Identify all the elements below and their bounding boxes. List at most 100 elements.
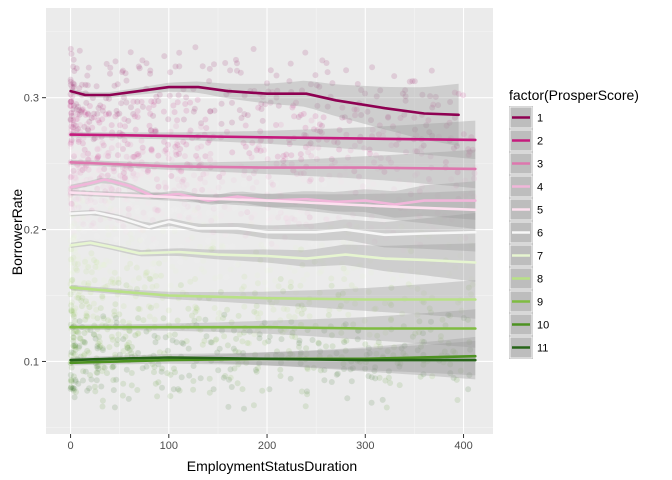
scatter-point	[383, 404, 390, 411]
scatter-point	[259, 93, 266, 100]
scatter-point	[154, 207, 161, 214]
scatter-point	[212, 215, 219, 221]
scatter-point	[198, 143, 205, 150]
scatter-point	[202, 116, 209, 123]
scatter-point	[300, 305, 307, 312]
scatter-point	[329, 343, 336, 350]
scatter-point	[353, 223, 360, 230]
scatter-point	[408, 283, 415, 289]
scatter-point	[409, 333, 416, 340]
scatter-point	[328, 332, 335, 339]
scatter-point	[145, 105, 152, 112]
scatter-point	[334, 139, 341, 146]
scatter-point	[258, 241, 265, 248]
scatter-point	[267, 266, 274, 273]
scatter-point	[183, 141, 190, 148]
scatter-point	[172, 254, 179, 261]
scatter-point	[67, 196, 74, 203]
scatter-point	[241, 168, 248, 175]
scatter-point	[151, 206, 158, 213]
scatter-point	[262, 101, 269, 108]
scatter-point	[308, 153, 315, 159]
scatter-point	[128, 344, 135, 350]
scatter-point	[173, 339, 180, 346]
scatter-point	[255, 104, 262, 111]
scatter-point	[217, 273, 223, 280]
scatter-point	[270, 181, 276, 188]
scatter-point	[401, 342, 408, 349]
scatter-point	[345, 311, 352, 318]
scatter-point	[84, 282, 91, 289]
scatter-point	[215, 184, 222, 191]
scatter-point	[412, 148, 419, 154]
scatter-point	[417, 241, 424, 248]
scatter-point	[208, 229, 215, 236]
scatter-point	[310, 251, 317, 258]
scatter-point	[454, 169, 461, 176]
scatter-point	[350, 264, 357, 271]
scatter-point	[413, 132, 420, 139]
scatter-point	[72, 234, 79, 241]
scatter-point	[261, 241, 268, 248]
scatter-point	[111, 404, 118, 411]
scatter-point	[93, 363, 100, 370]
scatter-point	[451, 114, 458, 121]
scatter-point	[120, 348, 127, 354]
scatter-point	[173, 123, 180, 130]
scatter-point	[420, 330, 426, 337]
scatter-point	[67, 103, 74, 110]
scatter-point	[451, 184, 458, 191]
scatter-point	[238, 286, 245, 293]
scatter-point	[291, 216, 298, 223]
scatter-point	[146, 173, 153, 180]
scatter-point	[111, 312, 118, 319]
scatter-point	[302, 144, 309, 150]
scatter-point	[116, 110, 123, 117]
scatter-point	[268, 300, 275, 307]
scatter-point	[95, 167, 102, 174]
scatter-point	[69, 238, 76, 245]
scatter-point	[206, 137, 213, 144]
scatter-point	[279, 329, 286, 336]
scatter-point	[73, 65, 80, 72]
scatter-point	[102, 111, 109, 118]
scatter-point	[101, 197, 108, 204]
scatter-point	[134, 195, 140, 202]
scatter-point	[106, 344, 113, 351]
scatter-point	[329, 80, 336, 87]
scatter-point	[460, 92, 467, 99]
scatter-point	[339, 290, 346, 297]
scatter-point	[72, 343, 79, 350]
scatter-point	[351, 142, 358, 149]
scatter-point	[351, 168, 358, 175]
scatter-point	[230, 177, 237, 184]
scatter-point	[194, 96, 201, 103]
scatter-point	[341, 339, 348, 346]
scatter-point	[92, 388, 99, 395]
scatter-point	[236, 161, 242, 168]
scatter-point	[124, 265, 130, 272]
scatter-point	[70, 80, 76, 87]
scatter-point	[368, 374, 375, 381]
scatter-point	[142, 272, 149, 279]
scatter-point	[101, 261, 108, 268]
scatter-point	[206, 78, 213, 85]
scatter-point	[362, 90, 368, 97]
scatter-point	[248, 221, 254, 228]
scatter-point	[109, 336, 116, 343]
scatter-point	[427, 153, 434, 160]
scatter-point	[229, 119, 235, 126]
scatter-point	[182, 202, 189, 209]
scatter-point	[340, 239, 347, 246]
series-line-11	[69, 356, 477, 362]
scatter-point	[427, 93, 434, 100]
scatter-point	[72, 122, 79, 129]
scatter-point	[225, 403, 232, 410]
scatter-point	[273, 298, 280, 305]
scatter-point	[317, 128, 324, 135]
scatter-point	[120, 318, 127, 325]
scatter-point	[425, 117, 432, 124]
scatter-point	[154, 334, 161, 341]
scatter-point	[223, 231, 230, 238]
scatter-point	[305, 149, 312, 156]
